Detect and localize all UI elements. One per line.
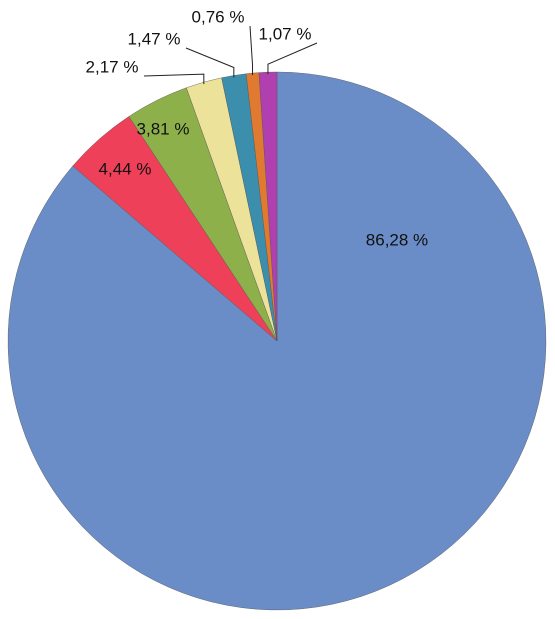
leader-line xyxy=(143,73,205,85)
leader-line xyxy=(185,47,235,78)
data-label: 1,07 % xyxy=(259,24,312,43)
leader-line xyxy=(267,42,318,75)
data-label: 2,17 % xyxy=(86,57,139,76)
data-label: 3,81 % xyxy=(137,119,190,138)
data-label: 86,28 % xyxy=(366,230,428,249)
data-label: 1,47 % xyxy=(128,29,181,48)
data-label: 0,76 % xyxy=(192,7,245,26)
leader-line xyxy=(249,25,254,76)
data-label: 4,44 % xyxy=(99,159,152,178)
